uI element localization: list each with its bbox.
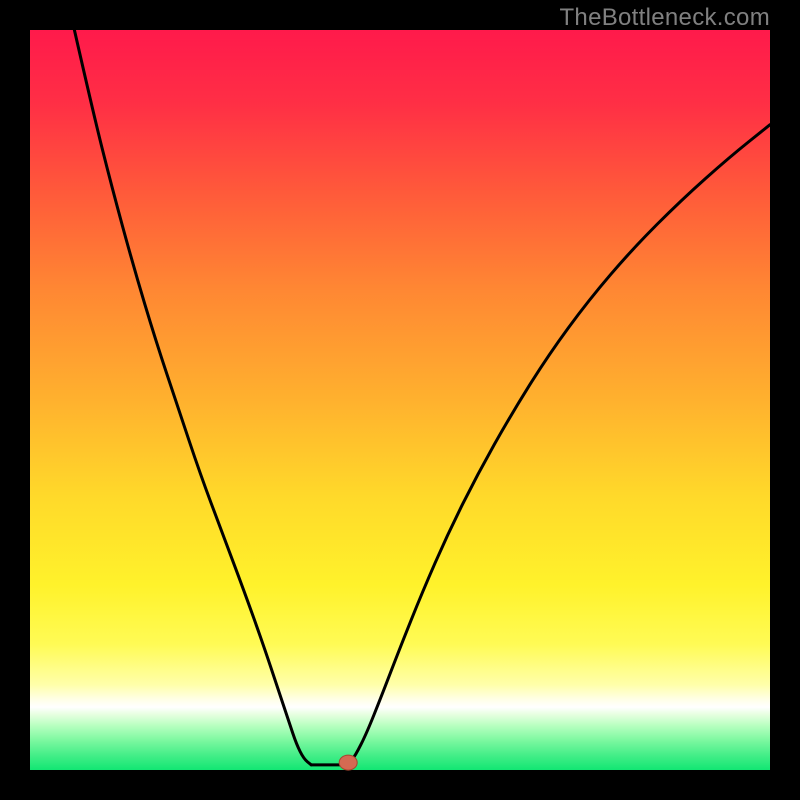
plot-area [30, 30, 770, 770]
watermark-text: TheBottleneck.com [559, 4, 770, 32]
bottleneck-marker [339, 755, 357, 770]
chart-canvas [0, 0, 800, 800]
